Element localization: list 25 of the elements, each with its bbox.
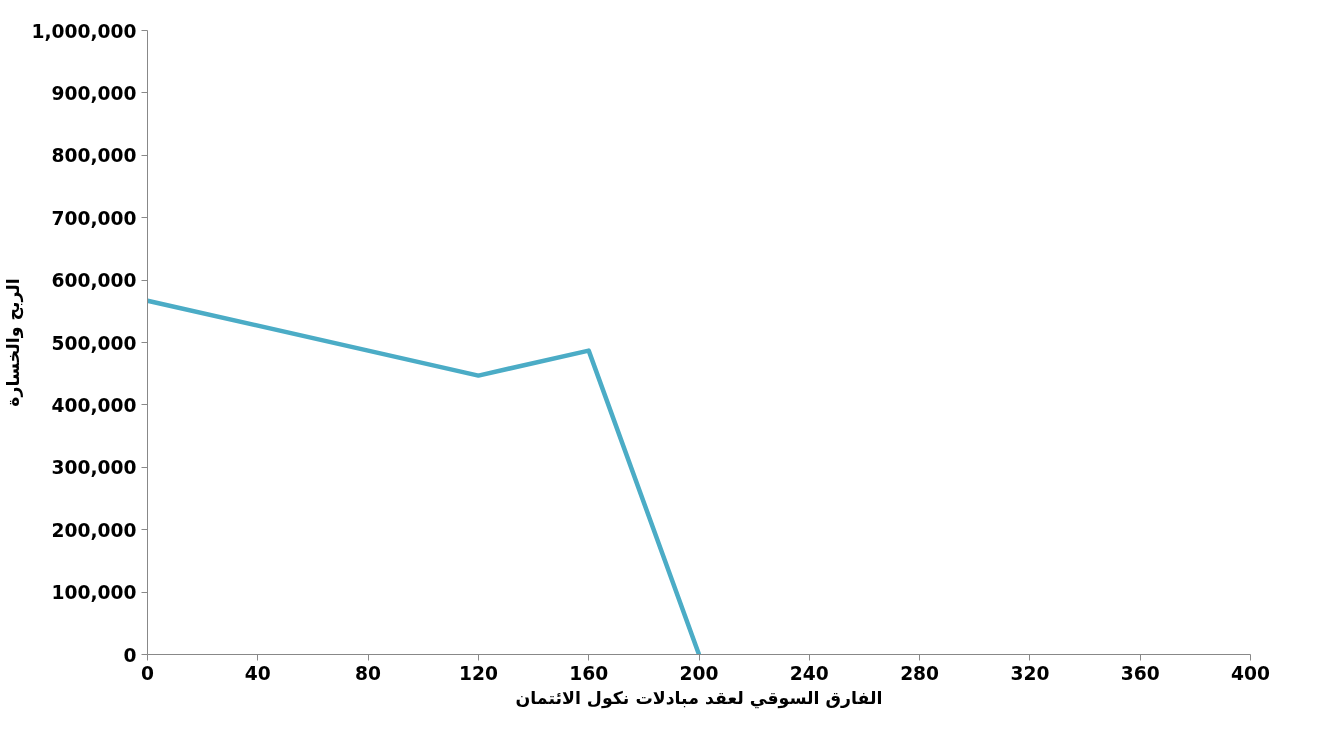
line-series <box>147 298 702 655</box>
x-tick-label: 40 <box>244 662 271 684</box>
x-tick-label: 0 <box>141 662 155 684</box>
x-tick-label: 320 <box>1010 662 1050 684</box>
y-tick-label: 0 <box>123 644 137 666</box>
x-tick-label: 240 <box>789 662 829 684</box>
y-axis-title: الربح والخسارة <box>3 278 25 407</box>
y-tick-label: 200,000 <box>51 519 137 541</box>
x-tick-label: 200 <box>679 662 719 684</box>
y-tick-label: 300,000 <box>51 457 137 479</box>
y-tick-label: 500,000 <box>51 332 137 354</box>
x-tick-label: 160 <box>569 662 609 684</box>
y-tick-label: 900,000 <box>51 82 137 104</box>
x-tick-label: 360 <box>1120 662 1160 684</box>
y-tick-label: 800,000 <box>51 145 137 167</box>
y-tick-label: 400,000 <box>51 394 137 416</box>
x-tick-label: 280 <box>900 662 940 684</box>
x-tick-label: 400 <box>1231 662 1270 684</box>
y-tick-label: 700,000 <box>51 207 137 229</box>
x-axis-title: الفارق السوقي لعقد مبادلات نكول الائتمان <box>515 687 883 709</box>
y-tick-label: 600,000 <box>51 270 137 292</box>
y-tick-label: 1,000,000 <box>31 20 137 42</box>
x-tick-label: 120 <box>458 662 498 684</box>
x-tick-label: 80 <box>355 662 382 684</box>
y-tick-label: 100,000 <box>51 582 137 604</box>
